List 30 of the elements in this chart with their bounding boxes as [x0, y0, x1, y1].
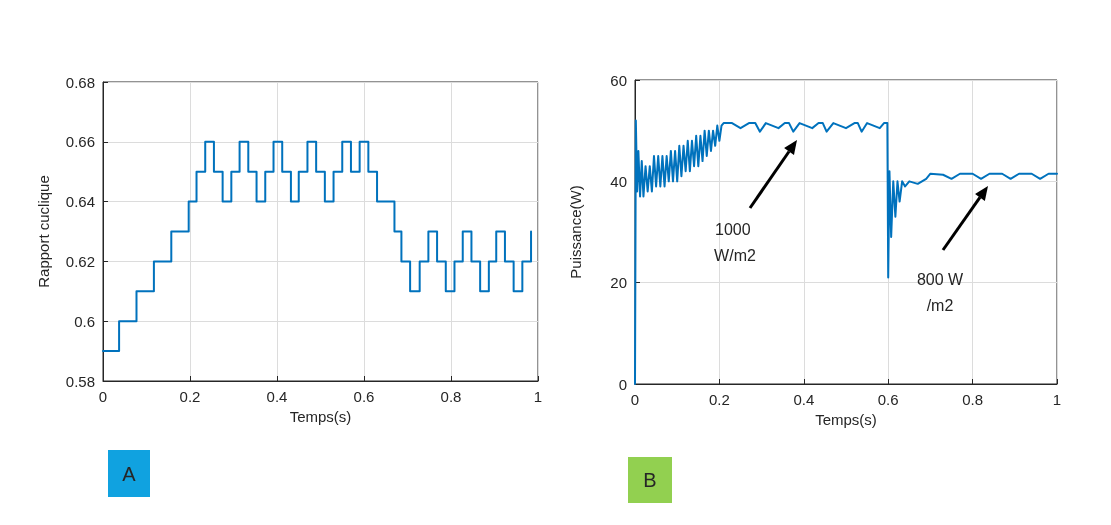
x-axis-title: Temps(s): [289, 408, 352, 425]
x-tick-label: 0.2: [179, 388, 201, 405]
x-tick-label: 1: [533, 388, 543, 405]
x-tick-label: 0.2: [708, 391, 730, 408]
x-axis-title: Temps(s): [815, 411, 877, 428]
text: B: [643, 469, 657, 491]
x-tick-label: 1: [1052, 391, 1062, 408]
y-tick-label: 0.62: [65, 252, 95, 270]
annotation: 800 W/m2: [916, 270, 965, 314]
x-tick-label: 0.6: [877, 391, 899, 408]
annotation: 1000 W/m2: [714, 220, 756, 264]
x-tick-label: 0: [630, 391, 640, 408]
y-tick-label: 0.64: [65, 193, 95, 211]
y-tick-label: 0.58: [65, 372, 95, 390]
x-tick-label: 0.8: [962, 391, 984, 408]
text: A: [122, 462, 137, 485]
y-tick-label: 0.6: [74, 312, 95, 330]
y-axis-title: Puissance(W): [567, 185, 584, 279]
y-tick-label: 0.68: [65, 73, 95, 91]
x-tick-label: 0: [98, 388, 108, 405]
x-tick-label: 0.4: [793, 391, 815, 408]
y-axis-title: Rapport cuclique: [35, 175, 52, 288]
y-tick-label: 20: [610, 274, 627, 292]
x-tick-label: 0.8: [440, 388, 462, 405]
y-tick-label: 0.66: [65, 133, 95, 151]
x-tick-label: 0.6: [353, 388, 375, 405]
y-tick-label: 60: [610, 71, 627, 89]
y-tick-label: 40: [610, 172, 627, 190]
x-tick-label: 0.4: [266, 388, 288, 405]
y-tick-label: 0: [618, 375, 627, 393]
